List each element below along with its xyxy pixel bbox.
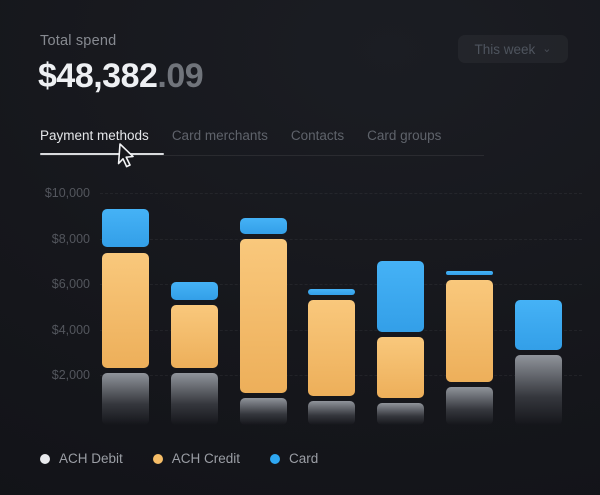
legend-item-ach-debit[interactable]: ACH Debit — [40, 451, 123, 466]
tab-contacts[interactable]: Contacts — [290, 128, 345, 143]
chart-legend: ACH Debit ACH Credit Card — [40, 451, 318, 466]
bar-1 — [102, 188, 149, 435]
stacked-bar-chart — [100, 188, 582, 435]
bar-segment-ach-debit[interactable] — [240, 398, 287, 425]
period-selector-button[interactable]: This week ⌄ — [458, 35, 568, 63]
bar-segment-card[interactable] — [308, 288, 355, 296]
bar-2 — [171, 188, 218, 435]
legend-label: ACH Credit — [171, 451, 241, 466]
bar-segment-card[interactable] — [171, 281, 218, 300]
bar-segment-ach-credit[interactable] — [377, 336, 424, 398]
tab-bar: Payment methods Card merchants Contacts Car… — [40, 128, 441, 157]
bar-5 — [377, 188, 424, 435]
tab-divider — [40, 155, 484, 156]
bar-segment-ach-debit[interactable] — [171, 373, 218, 425]
bar-segment-card[interactable] — [446, 270, 493, 275]
chevron-down-icon: ⌄ — [542, 42, 552, 55]
bar-segment-ach-credit[interactable] — [240, 238, 287, 394]
y-axis-tick-label: $4,000 — [51, 322, 90, 337]
legend-dot — [40, 453, 50, 464]
bar-segment-card[interactable] — [377, 261, 424, 332]
active-tab-underline — [40, 153, 164, 155]
legend-label: Card — [289, 451, 319, 466]
gridline — [100, 284, 582, 286]
bar-segment-ach-credit[interactable] — [102, 252, 149, 369]
amount-dollars: $48,382 — [38, 57, 158, 95]
bar-segment-ach-debit[interactable] — [308, 400, 355, 425]
bar-4 — [308, 188, 355, 435]
period-selector-label: This week — [474, 41, 536, 57]
bar-segment-ach-debit[interactable] — [102, 373, 149, 425]
bar-segment-ach-credit[interactable] — [308, 300, 355, 396]
bar-segment-ach-credit[interactable] — [446, 279, 493, 383]
y-axis-tick-label: $10,000 — [44, 186, 90, 200]
bar-segment-ach-debit[interactable] — [515, 355, 562, 425]
legend-item-ach-credit[interactable]: ACH Credit — [152, 451, 241, 466]
gridline — [100, 238, 582, 240]
bar-6 — [446, 188, 493, 435]
y-axis: $10,000 $8,000 $6,000 $4,000 $2,000 — [28, 0, 90, 495]
y-axis-tick-label: $6,000 — [51, 277, 90, 292]
amount-cents: .09 — [157, 57, 204, 95]
bar-3 — [240, 188, 287, 435]
legend-label: ACH Debit — [59, 451, 123, 466]
tab-payment-methods[interactable]: Payment methods — [40, 128, 149, 143]
bar-segment-card[interactable] — [515, 300, 562, 351]
legend-item-card[interactable]: Card — [270, 451, 318, 466]
total-spend-label: Total spend — [40, 33, 117, 49]
bar-segment-card[interactable] — [240, 218, 287, 234]
tab-card-groups[interactable]: Card groups — [367, 128, 442, 143]
bar-segment-ach-debit[interactable] — [377, 402, 424, 425]
bar-7 — [515, 188, 562, 435]
tab-card-merchants[interactable]: Card merchants — [171, 128, 268, 143]
total-spend-amount: $48,382.09 — [38, 57, 204, 96]
y-axis-tick-label: $2,000 — [51, 368, 90, 383]
bar-segment-card[interactable] — [102, 208, 149, 248]
gridline — [100, 193, 582, 194]
bar-segment-ach-credit[interactable] — [171, 304, 218, 369]
y-axis-tick-label: $8,000 — [51, 231, 90, 246]
bar-segment-ach-debit[interactable] — [446, 387, 493, 425]
legend-dot — [270, 453, 281, 464]
legend-dot — [152, 453, 163, 464]
